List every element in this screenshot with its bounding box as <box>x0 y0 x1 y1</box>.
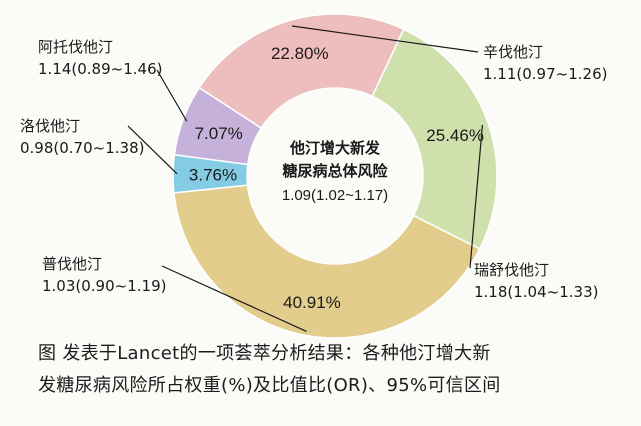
slice-or-label: 1.03(0.90~1.19) <box>42 277 166 295</box>
figure-caption: 图 发表于Lancet的一项荟萃分析结果：各种他汀增大新 发糖尿病风险所占权重(… <box>38 338 618 402</box>
slice-pct-label: 22.80% <box>271 44 329 63</box>
leader-line <box>292 25 479 53</box>
slice-1 <box>198 13 405 130</box>
leader-line <box>161 265 307 332</box>
center-label-line3: 1.09(1.02~1.17) <box>282 187 388 204</box>
leader-line <box>127 125 178 175</box>
slice-or-label: 1.18(1.04~1.33) <box>474 283 598 301</box>
center-label-line1: 他汀增大新发 <box>289 139 381 157</box>
caption-line1: 图 发表于Lancet的一项荟萃分析结果：各种他汀增大新 <box>38 343 491 364</box>
slice-or-label: 0.98(0.70~1.38) <box>20 139 144 157</box>
slice-pct-label: 7.07% <box>195 124 243 143</box>
slice-name-label: 洛伐他汀 <box>20 117 80 135</box>
slice-pct-label: 40.91% <box>283 293 341 312</box>
slice-name-label: 普伐他汀 <box>42 255 102 273</box>
leader-line <box>469 124 484 269</box>
slice-5 <box>173 86 263 166</box>
slice-2 <box>371 28 498 250</box>
center-label-line2: 糖尿病总体风险 <box>282 162 388 180</box>
caption-line2: 发糖尿病风险所占权重(%)及比值比(OR)、95%可信区间 <box>38 375 501 396</box>
slice-or-label: 1.14(0.89~1.46) <box>38 60 162 78</box>
slice-3 <box>173 184 481 339</box>
slice-pct-label: 3.76% <box>189 165 237 184</box>
slice-name-label: 阿托伐他汀 <box>38 38 113 56</box>
slice-or-label: 1.11(0.97~1.26) <box>483 65 607 83</box>
leader-line <box>156 69 188 122</box>
slice-name-label: 辛伐他汀 <box>483 43 543 61</box>
slice-name-label: 瑞舒伐他汀 <box>474 261 549 279</box>
slice-pct-label: 25.46% <box>426 126 484 145</box>
